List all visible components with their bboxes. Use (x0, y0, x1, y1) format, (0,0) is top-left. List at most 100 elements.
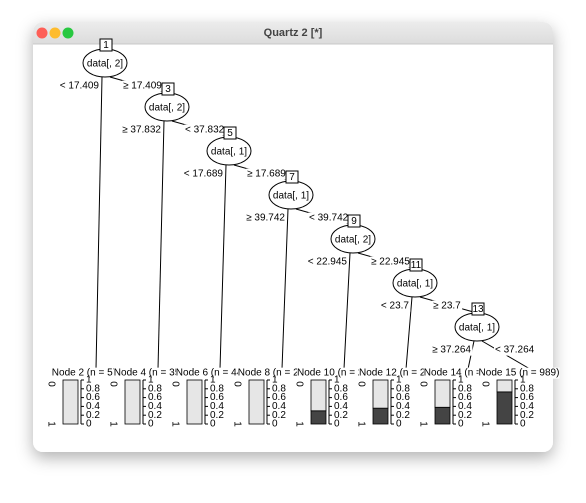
tick-label: 1 (272, 375, 278, 386)
class-label: 0 (107, 381, 118, 387)
edge (95, 76, 103, 370)
class-label: 1 (231, 421, 242, 427)
tick-label: 1 (210, 375, 216, 386)
node-id-box (161, 82, 175, 96)
tick-label: 0.8 (334, 383, 348, 394)
class-label: 0 (231, 381, 242, 387)
terminal-label: Node 15 (n = 989) (479, 368, 560, 379)
class-label: 1 (293, 421, 304, 427)
node-id-box (471, 302, 485, 316)
tick-label: 0.2 (148, 410, 162, 421)
edge-label-bg (494, 344, 536, 356)
class-label: 0 (293, 381, 304, 387)
tick-label: 0.2 (458, 410, 472, 421)
edge-label: < 17.409 (60, 81, 100, 92)
tick-label: 0.4 (520, 401, 534, 412)
bar-segment (496, 391, 513, 425)
tree-plot: < 17.409 ≥ 17.409 ≥ 37.832 < 37.832 < 17.689… (45, 38, 560, 430)
edge-label: ≥ 39.742 (246, 213, 285, 224)
tick-label: 0.8 (458, 383, 472, 394)
edge (405, 296, 413, 370)
edge-label-bg (58, 80, 101, 92)
node-id: 5 (227, 128, 233, 139)
window-title: Quartz 2 [*] (264, 27, 323, 39)
terminal-label-bg (237, 367, 305, 379)
bar-segment (248, 379, 265, 425)
terminal-label: Node 14 (n = 3 (424, 368, 491, 379)
tick-label: 0.8 (272, 383, 286, 394)
node-id: 9 (351, 216, 357, 227)
terminal-label-bg (51, 367, 119, 379)
tick-label: 0 (272, 419, 278, 430)
tick-label: 0.6 (210, 392, 224, 403)
tick-label: 0.2 (86, 410, 100, 421)
tick-label: 0.4 (148, 401, 162, 412)
tick-label: 0.4 (86, 401, 100, 412)
bar-segment (310, 379, 327, 412)
bar-segment (62, 379, 79, 425)
class-label: 0 (355, 381, 366, 387)
edge-label: < 39.742 (309, 213, 349, 224)
tick-label: 0.8 (148, 383, 162, 394)
bar-segment (496, 379, 513, 393)
terminal-label: Node 4 (n = 35 (114, 368, 181, 379)
node-id-box (409, 258, 423, 272)
tick-label: 0.6 (334, 392, 348, 403)
terminal-label: Node 12 (n = 21 (359, 368, 431, 379)
close-button[interactable] (36, 27, 48, 39)
class-label: 1 (355, 421, 366, 427)
class-label: 0 (479, 381, 490, 387)
tick-label: 0.8 (520, 383, 534, 394)
class-label: 1 (107, 421, 118, 427)
edge-label-bg (121, 124, 163, 136)
tick-label: 0.4 (396, 401, 410, 412)
edge-label-bg (184, 124, 226, 136)
terminal-label: Node 8 (n = 27 (238, 368, 305, 379)
tick-label: 0.8 (396, 383, 410, 394)
node-id: 13 (472, 304, 484, 315)
tick-label: 0.4 (272, 401, 286, 412)
tick-label: 0.6 (396, 392, 410, 403)
edge-label-bg (379, 300, 411, 312)
tick-label: 0.2 (396, 410, 410, 421)
class-label: 1 (169, 421, 180, 427)
title-bar (33, 22, 553, 44)
edge-label: < 23.7 (381, 301, 410, 312)
node-id-box (285, 170, 299, 184)
tick-label: 0 (210, 419, 216, 430)
tick-label: 0 (396, 419, 402, 430)
bar-segment (434, 379, 451, 408)
edge (219, 164, 227, 370)
edge-label: < 37.832 (185, 125, 225, 136)
class-label: 0 (417, 381, 428, 387)
tick-label: 0.2 (272, 410, 286, 421)
node-id: 11 (411, 260, 422, 271)
bar-segment (434, 406, 451, 425)
tick-label: 0.4 (458, 401, 472, 412)
zoom-button[interactable] (62, 27, 74, 39)
node-label: data[, 1] (397, 279, 433, 290)
tick-label: 0 (520, 419, 526, 430)
edge-label: < 22.945 (308, 257, 348, 268)
tick-label: 0 (86, 419, 92, 430)
tick-label: 0.6 (458, 392, 472, 403)
edge-label: ≥ 22.945 (371, 257, 410, 268)
edge-label-bg (245, 212, 287, 224)
minimize-button[interactable] (49, 27, 61, 39)
node-label: data[, 1] (459, 323, 495, 334)
tick-label: 1 (86, 375, 92, 386)
edge-label: ≥ 37.264 (432, 345, 471, 356)
class-label: 1 (417, 421, 428, 427)
tick-label: 0.4 (334, 401, 348, 412)
tick-label: 0 (334, 419, 340, 430)
tick-label: 0 (458, 419, 464, 430)
tick-label: 0.2 (520, 410, 534, 421)
node-id: 1 (103, 40, 109, 51)
edge-label: ≥ 17.689 (247, 169, 286, 180)
node-label: data[, 2] (149, 103, 185, 114)
edge-label-bg (306, 256, 349, 268)
edge-label-bg (308, 212, 350, 224)
bar-segment (310, 410, 327, 425)
tick-label: 1 (458, 375, 464, 386)
